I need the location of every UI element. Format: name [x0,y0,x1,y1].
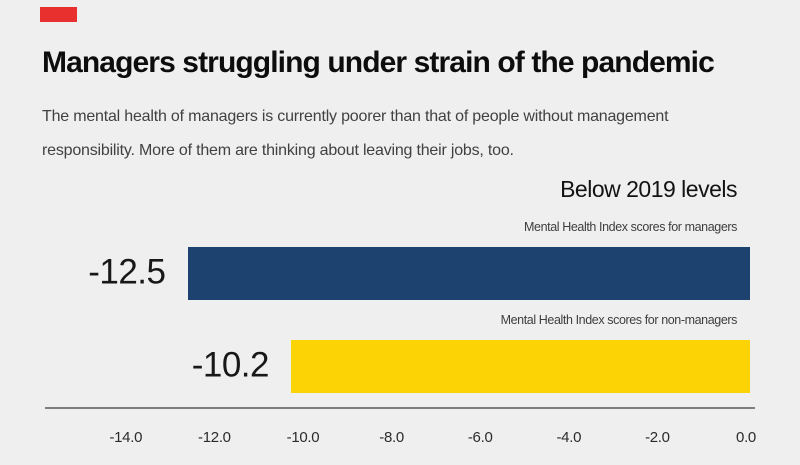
x-tick-label: -4.0 [556,429,582,446]
x-tick-label: -14.0 [109,429,143,446]
x-tick-label: -2.0 [645,429,670,446]
subtitle-line-1: The mental health of managers is current… [42,108,669,125]
x-tick-label: -12.0 [198,429,231,446]
subtitle-line-2: responsibility. More of them are thinkin… [42,142,514,159]
bar-segment [187,247,750,300]
x-tick-label: -6.0 [467,429,493,446]
x-tick-label: -10.0 [286,429,320,446]
x-tick-label: 0.0 [736,429,756,446]
x-axis-line [45,407,755,409]
page-subtitle: The mental health of managers is current… [42,100,782,168]
x-tick-label: -8.0 [379,429,404,446]
page-title: Managers struggling under strain of the … [42,46,715,79]
brand-logo-mark [40,7,77,22]
bar-value-label: -10.2 [191,344,270,384]
chart-title: Below 2019 levels [560,176,737,202]
bar-segment [291,340,750,393]
bar-category-label: Mental Health Index scores for managers [524,220,737,234]
bar-value-label: -12.5 [88,251,166,291]
bar-category-label: Mental Health Index scores for non-manag… [500,313,738,327]
